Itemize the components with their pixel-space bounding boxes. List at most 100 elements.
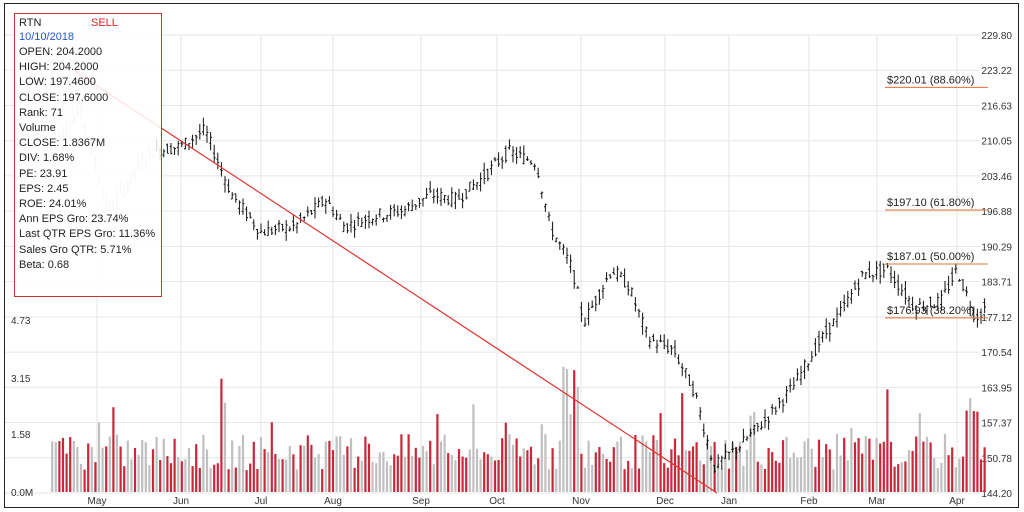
volume-bar [191,466,194,492]
volume-bar [439,441,443,492]
volume-bar [742,465,745,492]
volume-bar [252,441,255,492]
volume-bar [54,442,57,492]
volume-bar [184,459,187,492]
volume-bar [267,452,270,492]
info-row: HIGH: 204.2000 [19,61,99,74]
volume-bar [958,458,961,492]
volume-bar [976,411,979,492]
volume-bar [436,414,439,492]
volume-bar [367,443,371,492]
volume-bar [519,456,522,492]
volume-bar [108,436,111,492]
volume-bar [288,445,291,492]
volume-bar [443,434,446,492]
volume-bar [972,411,975,492]
ticker-symbol: RTN [19,17,42,29]
volume-bar [681,393,684,492]
volume-bar [886,389,889,492]
volume-bar [72,440,75,492]
price-tick-label: 216.63 [981,101,1012,112]
volume-bar [177,456,180,492]
volume-bar [666,467,669,492]
volume-bar [79,463,83,492]
volume-bar [342,454,345,492]
volume-bar [223,402,227,492]
volume-bar [349,438,353,492]
volume-bar [357,456,360,492]
info-rows: OPEN: 204.2000 HIGH: 204.2000 LOW: 197.460… [19,45,155,273]
volume-bar [454,460,457,492]
volume-bar [911,450,914,492]
volume-bar [601,453,605,492]
info-row: Rank: 71 [19,106,64,119]
volume-bar [216,463,219,492]
volume-bar [565,369,569,492]
volume-bar [781,440,785,492]
volume-bar [234,467,237,492]
volume-bar [731,442,734,492]
volume-bar [807,438,810,492]
volume-bar [414,447,417,492]
volume-bar [123,466,126,492]
volume-bar [396,455,399,492]
month-tick-label: Jan [721,496,737,507]
volume-bar [421,445,425,492]
volume-bar [169,463,173,492]
price-tick-label: 190.29 [981,242,1012,253]
volume-bar [857,438,860,492]
volume-tick-label: 0.0M [11,488,33,499]
price-tick-label: 177.12 [981,313,1012,324]
volume-bar [371,461,374,492]
volume-bar [936,468,939,492]
volume-bar [241,434,245,492]
volume-bar [630,468,633,492]
volume-bar [385,461,389,492]
info-row: Last QTR EPS Gro: 11.36% [19,228,156,241]
volume-bar [346,446,349,492]
volume-bar [119,446,122,492]
volume-bar [328,440,331,492]
fibonacci-label: $220.01 (88.60%) [887,74,974,86]
volume-bar [493,460,497,492]
volume-bar [58,441,61,492]
volume-bar [245,470,248,492]
volume-bar [699,460,702,492]
volume-bar [259,437,263,492]
volume-bar [555,468,558,492]
volume-bar [904,461,907,492]
volume-bar [785,436,788,492]
volume-bar [547,469,551,492]
month-tick-label: Dec [656,496,674,507]
volume-bar [889,441,893,492]
volume-bar [846,460,849,492]
volume-bar [756,461,759,492]
volume-bar [418,457,421,492]
month-tick-label: May [88,496,107,507]
volume-bar [69,437,72,492]
volume-bar [670,449,673,492]
volume-bar [501,438,504,492]
price-tick-label: 196.88 [981,207,1012,218]
volume-bar [803,441,806,492]
volume-bar [652,435,655,492]
volume-bar [562,366,565,492]
volume-bar [331,450,335,492]
volume-bar [774,460,777,492]
price-tick-label: 229.80 [981,31,1012,42]
price-tick-label: 203.46 [981,172,1012,183]
volume-bar [688,450,691,492]
volume-bar [879,443,882,492]
volume-bar [205,449,209,492]
volume-bar [151,449,155,492]
volume-bar [61,437,65,492]
month-tick-label: Feb [800,496,818,507]
volume-bar [450,455,453,492]
volume-bar [187,448,191,492]
volume-bar [828,449,831,492]
volume-bar [522,448,525,492]
volume-bar [447,453,450,492]
volume-bar [702,464,705,492]
volume-bar [141,439,144,492]
volume-bar [623,469,626,492]
